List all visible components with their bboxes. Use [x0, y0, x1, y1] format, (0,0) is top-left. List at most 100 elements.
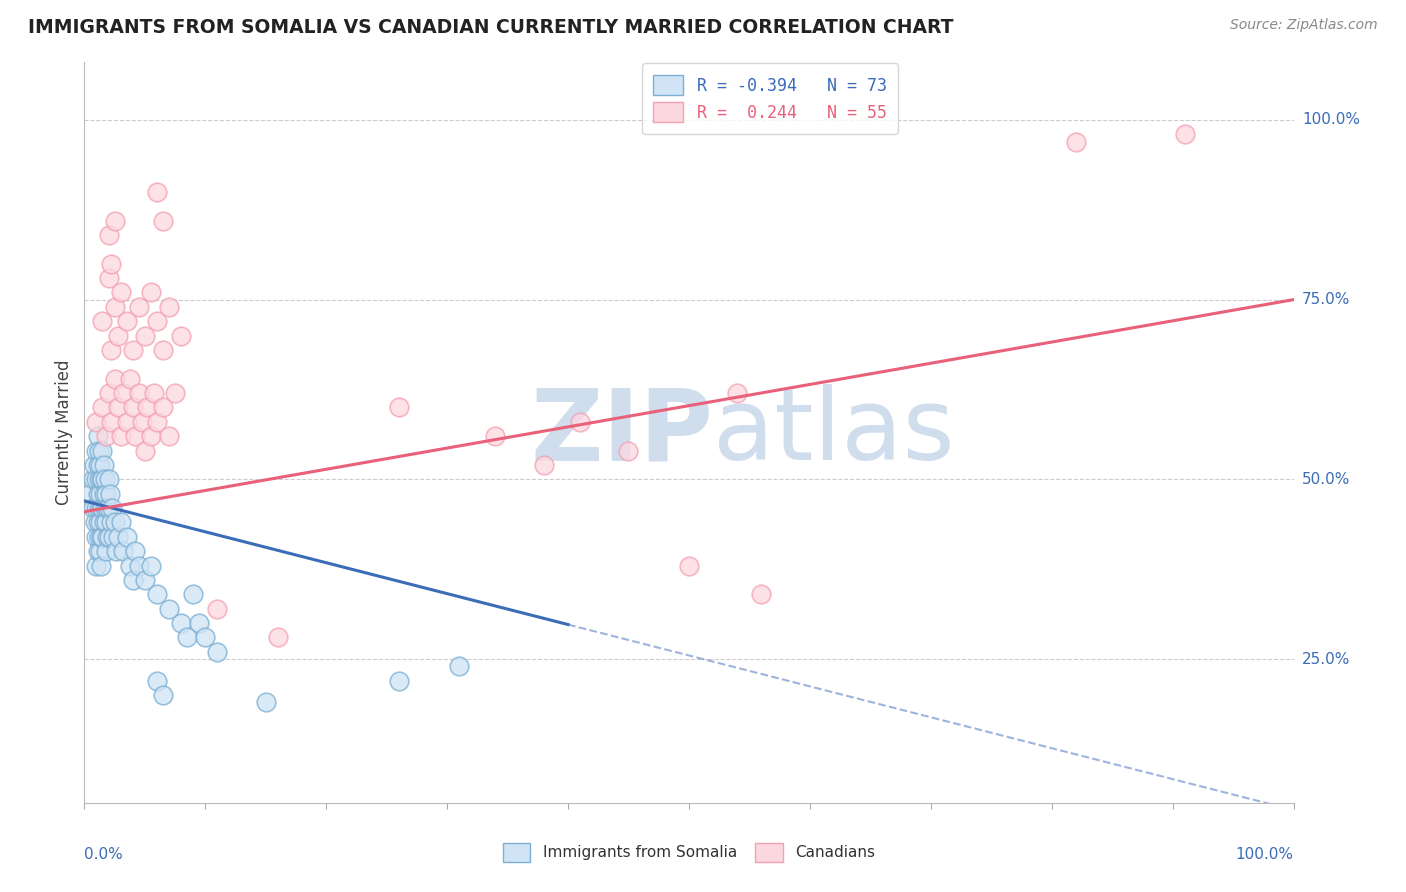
Point — [484, 429, 506, 443]
Point — [1064, 135, 1087, 149]
Point — [152, 343, 174, 357]
Point — [115, 415, 138, 429]
Point — [121, 401, 143, 415]
Point — [143, 386, 166, 401]
Y-axis label: Currently Married: Currently Married — [55, 359, 73, 506]
Text: IMMIGRANTS FROM SOMALIA VS CANADIAN CURRENTLY MARRIED CORRELATION CHART: IMMIGRANTS FROM SOMALIA VS CANADIAN CURR… — [28, 18, 953, 37]
Point — [569, 415, 592, 429]
Point — [107, 530, 129, 544]
Point — [86, 458, 108, 472]
Point — [100, 415, 122, 429]
Point — [90, 558, 112, 573]
Point — [89, 544, 111, 558]
Point — [146, 587, 169, 601]
Legend: Immigrants from Somalia, Canadians: Immigrants from Somalia, Canadians — [495, 835, 883, 869]
Point — [89, 516, 111, 530]
Point — [86, 544, 108, 558]
Point — [157, 601, 180, 615]
Point — [90, 472, 112, 486]
Point — [91, 314, 114, 328]
Point — [104, 300, 127, 314]
Point — [128, 386, 150, 401]
Point — [104, 372, 127, 386]
Point — [86, 501, 108, 516]
Point — [104, 544, 127, 558]
Point — [139, 429, 162, 443]
Point — [678, 558, 700, 573]
Point — [146, 185, 169, 199]
Text: 100.0%: 100.0% — [1302, 112, 1360, 128]
Point — [449, 659, 471, 673]
Text: 50.0%: 50.0% — [1302, 472, 1350, 487]
Point — [94, 544, 117, 558]
Point — [94, 472, 117, 486]
Point — [94, 486, 117, 500]
Point — [207, 645, 229, 659]
Point — [110, 516, 132, 530]
Point — [87, 472, 110, 486]
Point — [170, 616, 193, 631]
Point — [98, 486, 121, 500]
Point — [91, 401, 114, 415]
Point — [725, 386, 748, 401]
Point — [86, 530, 108, 544]
Point — [139, 285, 162, 300]
Point — [124, 429, 146, 443]
Point — [97, 386, 120, 401]
Point — [152, 213, 174, 227]
Point — [533, 458, 555, 472]
Point — [115, 530, 138, 544]
Point — [87, 501, 110, 516]
Point — [112, 386, 135, 401]
Point — [136, 401, 159, 415]
Point — [91, 530, 114, 544]
Point — [86, 472, 108, 486]
Point — [89, 458, 111, 472]
Point — [86, 558, 108, 573]
Point — [157, 300, 180, 314]
Point — [97, 472, 120, 486]
Point — [86, 486, 108, 500]
Point — [120, 372, 142, 386]
Text: 100.0%: 100.0% — [1236, 847, 1294, 863]
Point — [90, 530, 112, 544]
Point — [82, 472, 104, 486]
Point — [91, 472, 114, 486]
Point — [96, 530, 118, 544]
Point — [110, 429, 132, 443]
Point — [146, 415, 169, 429]
Point — [101, 501, 124, 516]
Point — [751, 587, 773, 601]
Point — [617, 443, 640, 458]
Point — [86, 415, 108, 429]
Point — [134, 443, 156, 458]
Point — [131, 415, 153, 429]
Point — [194, 631, 217, 645]
Point — [110, 285, 132, 300]
Point — [107, 328, 129, 343]
Point — [87, 530, 110, 544]
Point — [93, 516, 115, 530]
Point — [89, 486, 111, 500]
Point — [94, 501, 117, 516]
Point — [91, 501, 114, 516]
Point — [128, 558, 150, 573]
Point — [104, 516, 127, 530]
Point — [91, 443, 114, 458]
Point — [112, 544, 135, 558]
Point — [139, 558, 162, 573]
Point — [170, 328, 193, 343]
Point — [93, 486, 115, 500]
Point — [121, 573, 143, 587]
Text: ZIP: ZIP — [530, 384, 713, 481]
Point — [176, 631, 198, 645]
Point — [97, 501, 120, 516]
Text: 0.0%: 0.0% — [84, 847, 124, 863]
Point — [103, 530, 125, 544]
Point — [104, 213, 127, 227]
Point — [90, 501, 112, 516]
Point — [128, 300, 150, 314]
Point — [124, 544, 146, 558]
Point — [82, 501, 104, 516]
Point — [254, 695, 277, 709]
